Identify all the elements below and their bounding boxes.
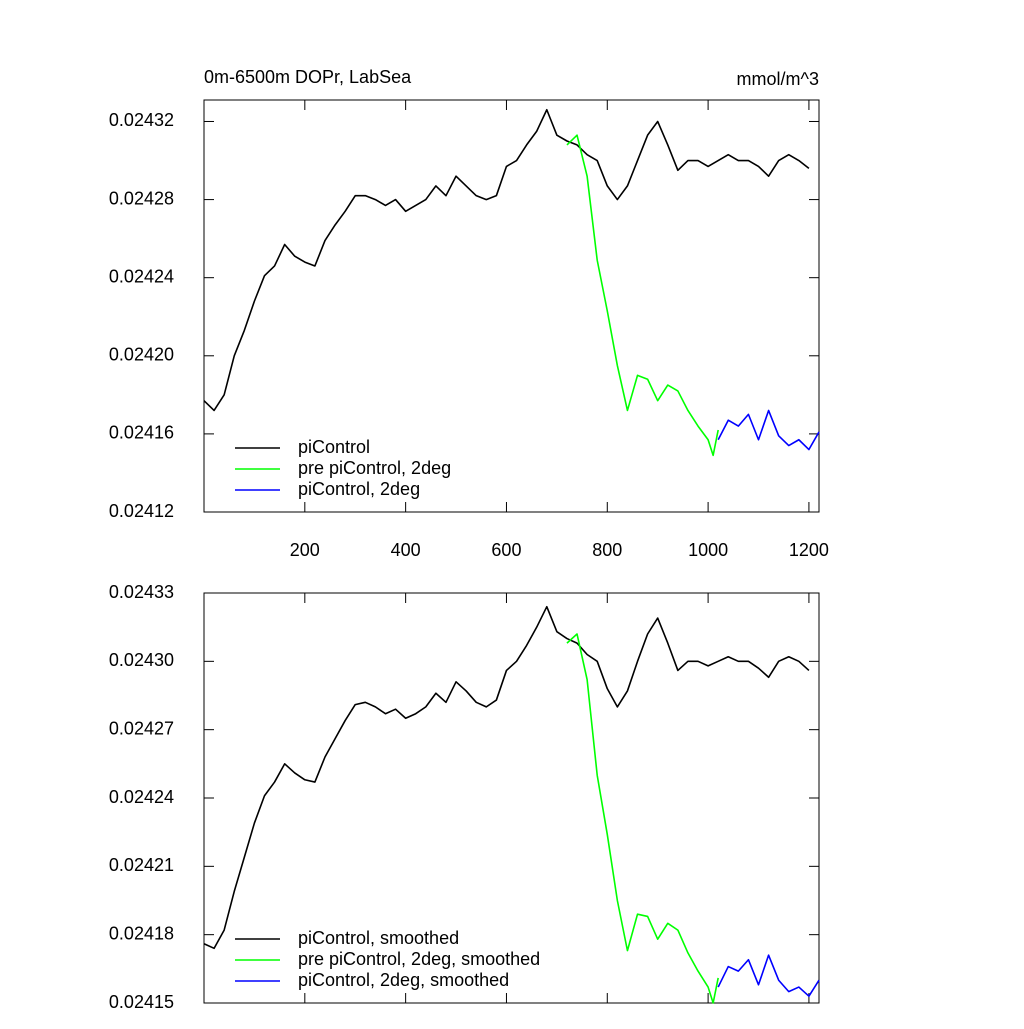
plot-frame [203, 592, 820, 1004]
y-tick-label: 0.02428 [109, 188, 174, 208]
y-tick-label: 0.02427 [109, 718, 174, 738]
y-tick-label: 0.02412 [109, 501, 174, 521]
y-tick-label: 0.02416 [109, 423, 174, 443]
y-tick-label: 0.02424 [109, 266, 174, 286]
x-tick-label: 1000 [688, 540, 728, 560]
series-line [566, 633, 719, 1004]
x-tick-label: 1200 [789, 540, 829, 560]
series-line [566, 134, 719, 457]
legend-label: piControl, 2deg [298, 479, 420, 499]
series-line [717, 954, 820, 997]
chart-title: 0m-6500m DOPr, LabSea [204, 67, 412, 87]
y-tick-label: 0.02415 [109, 992, 174, 1012]
y-tick-label: 0.02421 [109, 855, 174, 875]
legend-label: pre piControl, 2deg, smoothed [298, 949, 540, 969]
y-tick-label: 0.02432 [109, 110, 174, 130]
legend-label: piControl, 2deg, smoothed [298, 970, 509, 990]
x-tick-label: 400 [391, 540, 421, 560]
plot-frame [203, 99, 820, 513]
y-tick-label: 0.02418 [109, 923, 174, 943]
y-tick-label: 0.02420 [109, 345, 174, 365]
y-tick-label: 0.02433 [109, 582, 174, 602]
y-tick-label: 0.02430 [109, 650, 174, 670]
series-line [203, 605, 810, 950]
x-tick-label: 600 [491, 540, 521, 560]
x-tick-label: 800 [592, 540, 622, 560]
legend-label: piControl [298, 437, 370, 457]
series-line [203, 108, 810, 412]
y-tick-label: 0.02424 [109, 787, 174, 807]
series-line [717, 409, 820, 451]
x-tick-label: 200 [290, 540, 320, 560]
legend-label: pre piControl, 2deg [298, 458, 451, 478]
units-label: mmol/m^3 [737, 69, 819, 89]
legend-label: piControl, smoothed [298, 928, 459, 948]
